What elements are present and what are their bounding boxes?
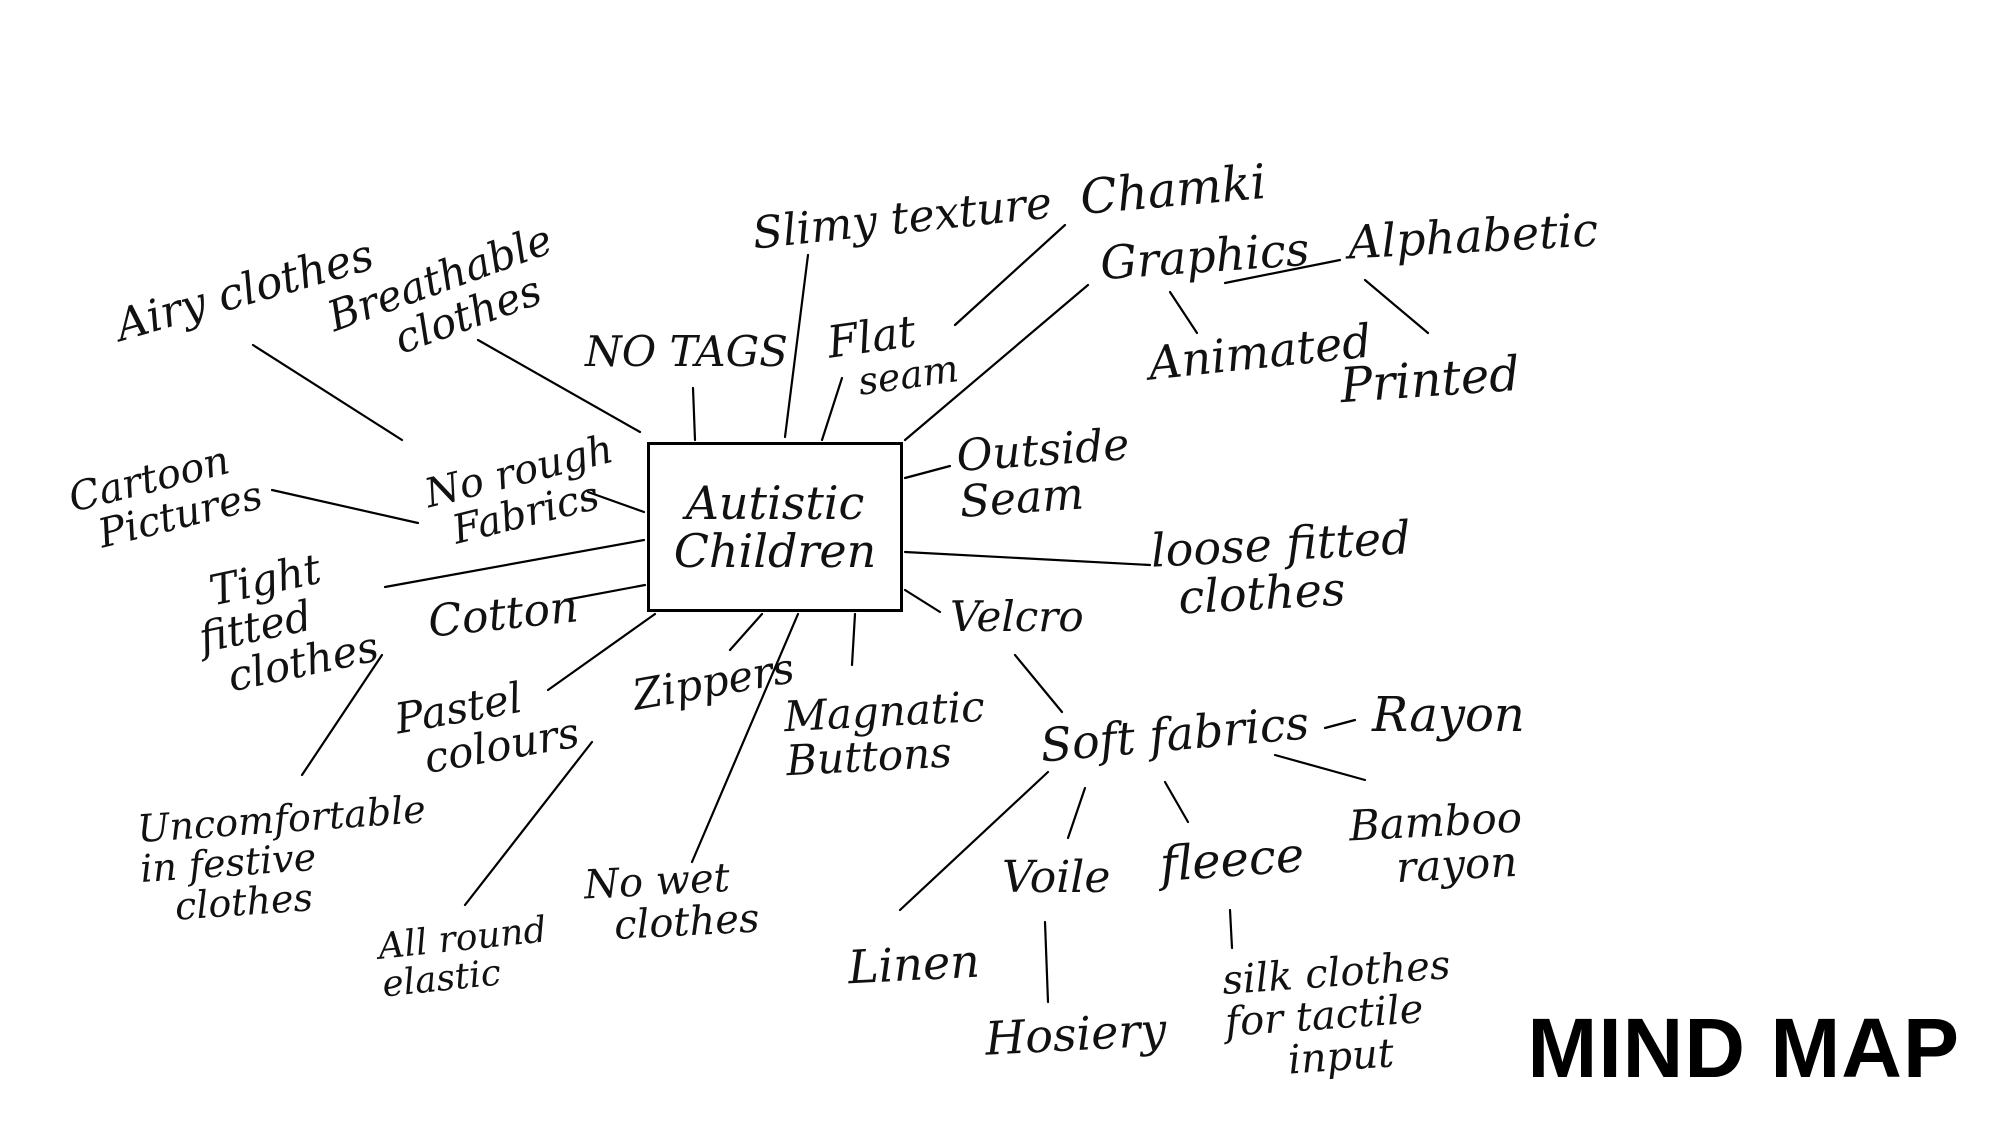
link-uncomfortable (300, 653, 384, 777)
node-outside-seam: Outside Seam (954, 419, 1131, 529)
link-pastel (546, 612, 657, 692)
central-topic: Autistic Children (647, 442, 903, 612)
node-no-wet-clothes: No wet clothes (582, 854, 761, 950)
link-graphics-alphabetic (1223, 258, 1342, 285)
link-soft-fleece (1163, 780, 1190, 824)
link-magnetic (850, 612, 857, 667)
link-soft-voile (1066, 786, 1087, 840)
link-alphabetic-printed (1363, 278, 1430, 335)
node-uncomfortable-festive: Uncomfortable in festive clothes (135, 787, 428, 929)
page-title: MIND MAP (1527, 1001, 1960, 1095)
link-loose-fitted (903, 550, 1152, 567)
node-silk-clothes: silk clothes for tactile input (1220, 942, 1452, 1084)
link-flat-seam (820, 376, 844, 442)
link-outside-seam (903, 464, 952, 480)
link-breathable (476, 338, 642, 434)
node-no-tags: NO TAGS (585, 327, 788, 376)
link-graphics-animated (1168, 290, 1199, 335)
central-topic-line-2: Children (673, 524, 877, 578)
link-airy (251, 343, 404, 442)
node-printed: Printed (1338, 345, 1522, 415)
link-no-wet (690, 612, 800, 864)
link-tight-fitted (383, 538, 646, 589)
link-soft-rayon (1323, 718, 1357, 730)
link-soft-bamboo (1273, 753, 1367, 782)
node-velcro: Velcro (950, 592, 1084, 641)
link-slimy-texture (783, 253, 810, 439)
node-hosiery: Hosiery (983, 1002, 1168, 1066)
link-graphics (903, 283, 1090, 442)
central-topic-line-1: Autistic (685, 475, 865, 530)
node-fleece: fleece (1158, 827, 1306, 893)
link-all-round-elastic (463, 740, 594, 907)
node-loose-fitted-clothes: loose fitted clothes (1149, 510, 1412, 625)
node-flat-seam: Flat seam (824, 305, 962, 405)
link-zippers (728, 612, 764, 652)
link-velcro (903, 588, 942, 614)
node-rayon: Rayon (1372, 687, 1525, 743)
link-chamki (953, 223, 1067, 327)
link-velcro-soft (1013, 653, 1064, 714)
node-linen: Linen (846, 933, 982, 995)
link-no-tags (691, 386, 697, 442)
link-fleece-silk (1228, 908, 1234, 950)
link-cartoon (270, 488, 420, 525)
link-voile-hosiery (1043, 920, 1050, 1004)
link-no-rough (586, 490, 646, 514)
link-cotton (563, 583, 647, 602)
node-bamboo-rayon: Bamboo rayon (1347, 792, 1524, 893)
node-voile: Voile (1002, 852, 1111, 903)
link-soft-linen (898, 770, 1050, 912)
node-alphabetic: Alphabetic (1346, 202, 1600, 270)
node-magnetic-buttons: Magnatic Buttons (782, 681, 986, 786)
